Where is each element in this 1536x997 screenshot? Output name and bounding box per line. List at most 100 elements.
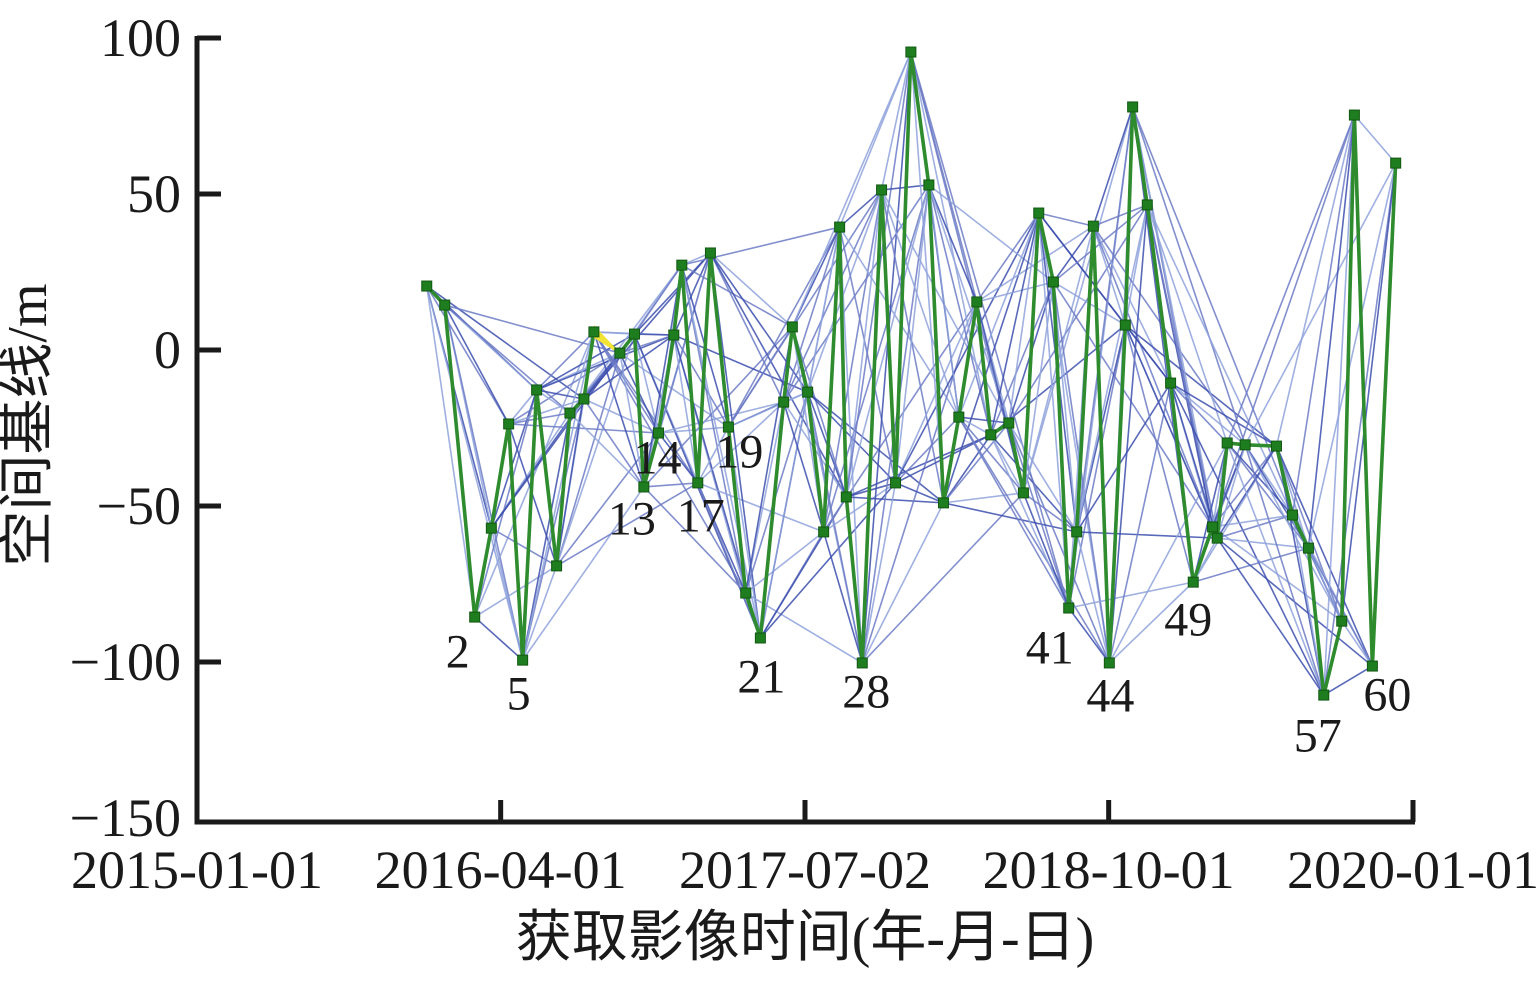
consecutive-pair-edge (844, 496, 865, 664)
consecutive-pair-edge (1370, 163, 1398, 667)
consecutive-pair-edge (744, 592, 763, 639)
consecutive-pair-edge (695, 252, 713, 484)
interferogram-pair-edge (1170, 382, 1246, 446)
interferogram-pair-edge (556, 482, 699, 567)
interferogram-pair-edge (990, 281, 1055, 436)
interferogram-pair-edge (958, 416, 1025, 494)
interferogram-pair-edge (1067, 324, 1127, 609)
interferogram-pair-edge (1291, 114, 1356, 516)
interferogram-pair-edge (759, 482, 897, 639)
interferogram-pair-edge (1075, 531, 1111, 664)
node-index-label: 57 (1294, 710, 1342, 763)
consecutive-pair-edge (506, 423, 525, 661)
interferogram-pair-edge (1093, 204, 1148, 227)
interferogram-pair-edge (1275, 114, 1356, 447)
image-node (1003, 417, 1015, 429)
interferogram-pair-edge (958, 416, 1070, 609)
interferogram-pair-edge (806, 391, 864, 664)
image-node (1211, 532, 1223, 544)
consecutive-pair-edge (1107, 324, 1128, 664)
interferogram-pair-edge (943, 502, 1077, 533)
interferogram-pair-edge (569, 264, 683, 414)
interferogram-pair-edge (643, 326, 793, 488)
image-node (778, 396, 790, 408)
interferogram-pair-edge (880, 51, 912, 191)
interferogram-pair-edge (1217, 537, 1309, 549)
interferogram-pair-edge (846, 496, 944, 504)
image-node (971, 296, 983, 308)
image-node (439, 299, 451, 311)
interferogram-pair-edge (619, 334, 675, 354)
interferogram-pair-edge (744, 326, 794, 594)
interferogram-pair-edge (521, 412, 571, 661)
interferogram-pair-edge (697, 482, 762, 639)
interferogram-pair-edge (473, 389, 538, 618)
interferogram-pair-edge (521, 486, 645, 661)
y-tick-label: 0 (154, 320, 181, 380)
image-node (802, 386, 814, 398)
image-node (531, 384, 543, 396)
interferogram-pair-edge (1124, 324, 1218, 539)
interferogram-pair-edge (839, 189, 883, 228)
image-node (1017, 487, 1029, 499)
interferogram-pair-edge (1212, 514, 1293, 528)
interferogram-pair-edge (593, 331, 747, 594)
interferogram-pair-edge (1092, 225, 1214, 528)
network-edges (425, 51, 1398, 696)
interferogram-pair-edge (1068, 607, 1110, 664)
consecutive-pair-edge (1290, 514, 1311, 549)
interferogram-pair-edge (894, 212, 1040, 484)
interferogram-pair-edge (1170, 382, 1228, 444)
image-node (1366, 660, 1378, 672)
interferogram-pair-edge (1008, 204, 1148, 424)
image-node (1141, 199, 1153, 211)
image-node (818, 526, 830, 538)
interferogram-pair-edge (1124, 324, 1195, 583)
interferogram-pair-edge (782, 226, 841, 403)
image-node (923, 179, 935, 191)
interferogram-pair-edge (1216, 514, 1293, 539)
consecutive-pair-edge (1168, 382, 1196, 583)
interferogram-pair-edge (619, 352, 645, 488)
node-index-label: 19 (715, 426, 763, 479)
interferogram-pair-edge (1108, 581, 1194, 664)
interferogram-pair-edge (1244, 162, 1397, 446)
interferogram-pair-edge (745, 531, 825, 594)
interferogram-pair-edge (658, 401, 784, 434)
node-index-label: 60 (1363, 669, 1411, 722)
interferogram-pair-edge (861, 184, 930, 664)
consecutive-pair-edge (672, 264, 684, 336)
interferogram-pair-edge (536, 334, 675, 391)
consecutive-pair-edge (642, 432, 661, 488)
consecutive-pair-edge (781, 326, 795, 403)
image-node (1063, 602, 1075, 614)
interferogram-pair-edge (1068, 581, 1194, 609)
interferogram-pair-edge (1108, 382, 1172, 664)
interferogram-pair-edge (1322, 163, 1397, 696)
interferogram-pair-edge (990, 434, 1025, 494)
image-node (834, 221, 846, 233)
image-node (953, 411, 965, 423)
interferogram-pair-edge (1192, 442, 1228, 583)
interferogram-pair-edge (943, 492, 1024, 504)
interferogram-pair-edge (928, 184, 960, 418)
image-node (1302, 542, 1314, 554)
interferogram-pair-edge (681, 264, 747, 594)
interferogram-pair-edge (643, 265, 683, 488)
interferogram-pair-edge (822, 189, 883, 533)
interferogram-pair-edge (643, 482, 698, 488)
image-node (1119, 319, 1131, 331)
image-node (740, 587, 752, 599)
node-index-label: 2 (446, 626, 470, 679)
interferogram-pair-edge (1131, 106, 1310, 549)
interferogram-pair-edge (976, 281, 1054, 303)
consecutive-pair-edge (1352, 115, 1375, 667)
interferogram-pair-edge (910, 51, 1070, 609)
consecutive-pair-edge (1215, 442, 1229, 539)
image-node (938, 497, 950, 509)
interferogram-pair-edge (1076, 382, 1172, 533)
interferogram-pair-edge (709, 252, 785, 403)
image-node (629, 328, 641, 340)
